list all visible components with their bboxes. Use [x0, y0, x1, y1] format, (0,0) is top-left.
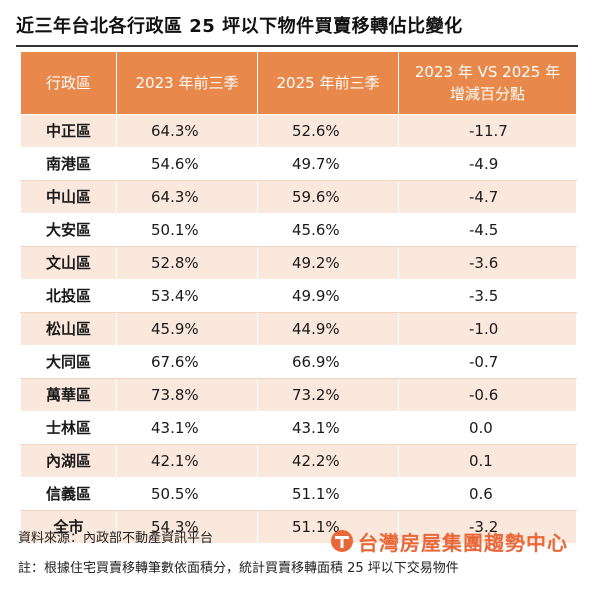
value-2025-cell: 59.6%	[257, 180, 399, 214]
change-cell: 0.1	[398, 444, 577, 478]
table-row: 中山區 64.3% 59.6% -4.7	[20, 180, 577, 214]
district-cell: 北投區	[20, 279, 117, 313]
value-2025-cell: 73.2%	[257, 378, 399, 412]
change-cell: 0.0	[398, 411, 577, 445]
value-2023-cell: 43.1%	[116, 411, 258, 445]
change-cell: -3.6	[398, 246, 577, 280]
value-2025-cell: 45.6%	[257, 213, 399, 247]
table-row: 松山區 45.9% 44.9% -1.0	[20, 312, 577, 346]
value-2025-cell: 49.7%	[257, 147, 399, 181]
change-cell: -11.7	[398, 114, 577, 148]
district-cell: 南港區	[20, 147, 117, 181]
district-cell: 大同區	[20, 345, 117, 379]
title-divider	[16, 45, 578, 47]
district-cell: 中正區	[20, 114, 117, 148]
change-cell: -1.0	[398, 312, 577, 346]
district-cell: 松山區	[20, 312, 117, 346]
change-cell: -3.5	[398, 279, 577, 313]
data-table: 行政區 2023 年前三季 2025 年前三季 2023 年 VS 2025 年…	[20, 51, 577, 544]
district-cell: 萬華區	[20, 378, 117, 412]
brand-logo: 台灣房屋集團趨勢中心	[330, 526, 568, 556]
value-2023-cell: 64.3%	[116, 114, 258, 148]
value-2023-cell: 53.4%	[116, 279, 258, 313]
source-note: 資料來源：內政部不動產資訊平台	[18, 531, 214, 546]
value-2025-cell: 66.9%	[257, 345, 399, 379]
value-2023-cell: 42.1%	[116, 444, 258, 478]
value-2023-cell: 67.6%	[116, 345, 258, 379]
value-2025-cell: 49.9%	[257, 279, 399, 313]
header-change-line2: 增減百分點	[449, 85, 525, 103]
district-cell: 文山區	[20, 246, 117, 280]
value-2023-cell: 45.9%	[116, 312, 258, 346]
value-2023-cell: 50.1%	[116, 213, 258, 247]
value-2025-cell: 49.2%	[257, 246, 399, 280]
value-2023-cell: 73.8%	[116, 378, 258, 412]
table-body: 中正區 64.3% 52.6% -11.7 南港區 54.6% 49.7% -4.9 中山區 64…	[20, 114, 577, 544]
table-row: 大安區 50.1% 45.6% -4.5	[20, 213, 577, 247]
header-change-line1: 2023 年 VS 2025 年	[414, 63, 561, 81]
value-2025-cell: 42.2%	[257, 444, 399, 478]
table-row: 文山區 52.8% 49.2% -3.6	[20, 246, 577, 280]
value-2023-cell: 50.5%	[116, 477, 258, 511]
value-2023-cell: 52.8%	[116, 246, 258, 280]
table-header-row: 行政區 2023 年前三季 2025 年前三季 2023 年 VS 2025 年…	[20, 51, 577, 115]
value-2025-cell: 51.1%	[257, 510, 399, 544]
table-row: 內湖區 42.1% 42.2% 0.1	[20, 444, 577, 478]
district-cell: 全市	[20, 510, 117, 544]
header-2025: 2025 年前三季	[257, 51, 399, 115]
brand-name: 台灣房屋集團趨勢中心	[358, 530, 568, 555]
header-2023: 2023 年前三季	[116, 51, 258, 115]
table-row: 大同區 67.6% 66.9% -0.7	[20, 345, 577, 379]
header-district: 行政區	[20, 51, 117, 115]
table-row: 萬華區 73.8% 73.2% -0.6	[20, 378, 577, 412]
value-2025-cell: 44.9%	[257, 312, 399, 346]
change-cell: -4.5	[398, 213, 577, 247]
value-2023-cell: 64.3%	[116, 180, 258, 214]
change-cell: 0.6	[398, 477, 577, 511]
value-2023-cell: 54.6%	[116, 147, 258, 181]
district-cell: 內湖區	[20, 444, 117, 478]
district-cell: 大安區	[20, 213, 117, 247]
table-row: 士林區 43.1% 43.1% 0.0	[20, 411, 577, 445]
page-title: 近三年台北各行政區 25 坪以下物件買賣移轉佔比變化	[16, 16, 463, 37]
taiwan-realty-logo-icon	[331, 530, 353, 552]
value-2025-cell: 52.6%	[257, 114, 399, 148]
table-row: 中正區 64.3% 52.6% -11.7	[20, 114, 577, 148]
table-row: 南港區 54.6% 49.7% -4.9	[20, 147, 577, 181]
district-cell: 信義區	[20, 477, 117, 511]
value-2025-cell: 43.1%	[257, 411, 399, 445]
change-cell: -0.7	[398, 345, 577, 379]
footnote: 註：根據住宅買賣移轉筆數依面積分，統計買賣移轉面積 25 坪以下交易物件	[18, 561, 459, 576]
district-cell: 士林區	[20, 411, 117, 445]
table-row: 北投區 53.4% 49.9% -3.5	[20, 279, 577, 313]
district-cell: 中山區	[20, 180, 117, 214]
table-row: 信義區 50.5% 51.1% 0.6	[20, 477, 577, 511]
change-cell: -3.2	[398, 510, 577, 544]
header-change: 2023 年 VS 2025 年 增減百分點	[398, 51, 577, 115]
value-2025-cell: 51.1%	[257, 477, 399, 511]
table-row: 全市 54.3% 51.1% -3.2	[20, 510, 577, 544]
change-cell: -4.9	[398, 147, 577, 181]
change-cell: -4.7	[398, 180, 577, 214]
change-cell: -0.6	[398, 378, 577, 412]
